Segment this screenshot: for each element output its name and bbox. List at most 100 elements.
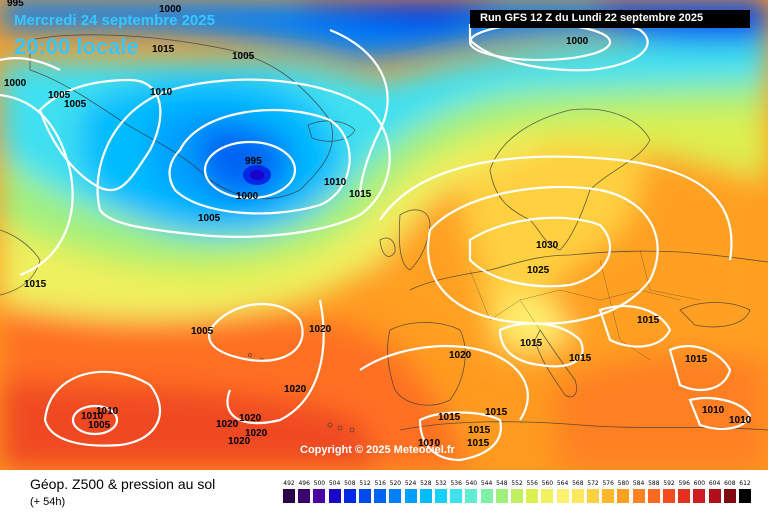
legend-title: Géop. Z500 & pression au sol xyxy=(30,476,216,492)
isobar-label: 1010 xyxy=(324,177,347,188)
scale-swatch xyxy=(632,489,645,503)
scale-label: 508 xyxy=(344,480,356,487)
isobar-labels: 995 1000 1015 1000 1005 1005 1005 1010 9… xyxy=(4,0,752,449)
isobar-label: 1020 xyxy=(239,413,262,424)
scale-swatch xyxy=(450,489,463,503)
legend-panel: Géop. Z500 & pression au sol (+ 54h) 492… xyxy=(0,470,768,512)
forecast-time: 20:00 locale xyxy=(14,34,139,59)
scale-label: 604 xyxy=(708,480,721,487)
scale-label: 580 xyxy=(617,480,630,487)
legend-subtitle: (+ 54h) xyxy=(30,496,66,508)
scale-swatch xyxy=(602,489,615,503)
scale-swatch xyxy=(511,489,523,503)
coastlines xyxy=(0,34,768,433)
scale-swatch xyxy=(465,489,478,503)
scale-swatch xyxy=(480,489,493,503)
isobar-label: 1000 xyxy=(4,78,27,89)
scale-label: 564 xyxy=(556,480,569,487)
scale-swatch xyxy=(404,489,417,503)
isobar-label: 1015 xyxy=(485,407,508,418)
scale-label: 496 xyxy=(298,480,310,487)
isobar-label: 1000 xyxy=(236,191,259,202)
scale-label: 588 xyxy=(648,480,660,487)
isobar-label: 1020 xyxy=(449,350,472,361)
scale-swatch xyxy=(541,489,554,503)
isobar-label: 1030 xyxy=(536,240,559,251)
isobar-label: 1010 xyxy=(729,415,752,426)
isobar-label: 1005 xyxy=(198,213,221,224)
isobar-label: 1020 xyxy=(309,324,332,335)
scale-label: 592 xyxy=(663,480,675,487)
scale-swatch xyxy=(617,489,630,503)
scale-swatch xyxy=(283,489,295,503)
isobar-label: 1005 xyxy=(64,99,87,110)
isobar-label: 1025 xyxy=(527,265,550,276)
isobar-label: 995 xyxy=(245,156,262,167)
scale-swatch xyxy=(328,489,341,503)
isobar-label: 1015 xyxy=(349,189,372,200)
isobar-label: 1010 xyxy=(81,411,104,422)
scale-swatch xyxy=(647,489,660,503)
scale-label: 504 xyxy=(328,480,341,487)
isobar-lines xyxy=(0,13,752,462)
isobar-label: 1015 xyxy=(152,44,175,55)
scale-label: 516 xyxy=(374,480,386,487)
isobar-label: 1010 xyxy=(702,405,725,416)
scale-swatch xyxy=(298,489,311,503)
scale-label: 492 xyxy=(283,480,295,487)
isobar-label: 1005 xyxy=(48,90,71,101)
scale-label: 572 xyxy=(587,480,599,487)
scale-label: 560 xyxy=(541,480,554,487)
scale-label: 608 xyxy=(724,480,736,487)
scale-label: 548 xyxy=(496,480,508,487)
isobar-label: 1010 xyxy=(96,406,119,417)
scale-swatch xyxy=(419,489,432,503)
scale-swatch xyxy=(678,489,691,503)
scale-swatch xyxy=(313,489,326,503)
scale-label: 524 xyxy=(404,480,417,487)
scale-label: 512 xyxy=(359,480,371,487)
scale-label: 556 xyxy=(526,480,538,487)
isobar-label: 1020 xyxy=(228,436,251,447)
geopotential-map: 995 1000 1015 1000 1005 1005 1005 1010 9… xyxy=(0,0,768,470)
scale-label: 520 xyxy=(389,480,402,487)
scale-swatch xyxy=(343,489,356,503)
isobar-label: 1005 xyxy=(88,420,111,431)
isobar-label: 1015 xyxy=(685,354,708,365)
forecast-date: Mercredi 24 septembre 2025 xyxy=(14,12,215,29)
isobar-label: 1020 xyxy=(284,384,307,395)
isobar-label: 1015 xyxy=(569,353,592,364)
scale-label: 584 xyxy=(632,480,645,487)
isobar-label: 1015 xyxy=(468,425,491,436)
scale-label: 552 xyxy=(511,480,523,487)
scale-swatch xyxy=(723,489,736,503)
scale-swatch xyxy=(495,489,508,503)
scale-swatch xyxy=(556,489,569,503)
scale-label: 568 xyxy=(572,480,584,487)
color-scale: 492 496 500 504 508 512 516 520 524 528 532 536 540 5… xyxy=(283,480,755,507)
scale-label: 544 xyxy=(480,480,493,487)
scale-label: 528 xyxy=(420,480,432,487)
scale-label: 500 xyxy=(313,480,326,487)
isobar-label: 1015 xyxy=(637,315,660,326)
scale-swatch xyxy=(663,489,675,503)
run-info: Run GFS 12 Z du Lundi 22 septembre 2025 xyxy=(480,12,704,24)
scale-label: 612 xyxy=(739,480,751,487)
scale-swatch xyxy=(359,489,371,503)
scale-swatch xyxy=(435,489,447,503)
isobar-label: 1000 xyxy=(566,36,589,47)
scale-swatch xyxy=(571,489,584,503)
scale-label: 532 xyxy=(435,480,447,487)
isobar-label: 1015 xyxy=(520,338,543,349)
scale-swatch xyxy=(389,489,402,503)
isobar-label: 1000 xyxy=(159,4,182,15)
scale-swatch xyxy=(587,489,599,503)
isobar-label: 1020 xyxy=(245,428,268,439)
scale-label: 600 xyxy=(693,480,706,487)
scale-swatch xyxy=(739,489,751,503)
scale-swatch xyxy=(526,489,539,503)
scale-swatch xyxy=(693,489,706,503)
isobar-label: 1015 xyxy=(24,279,47,290)
scale-swatch xyxy=(708,489,721,503)
